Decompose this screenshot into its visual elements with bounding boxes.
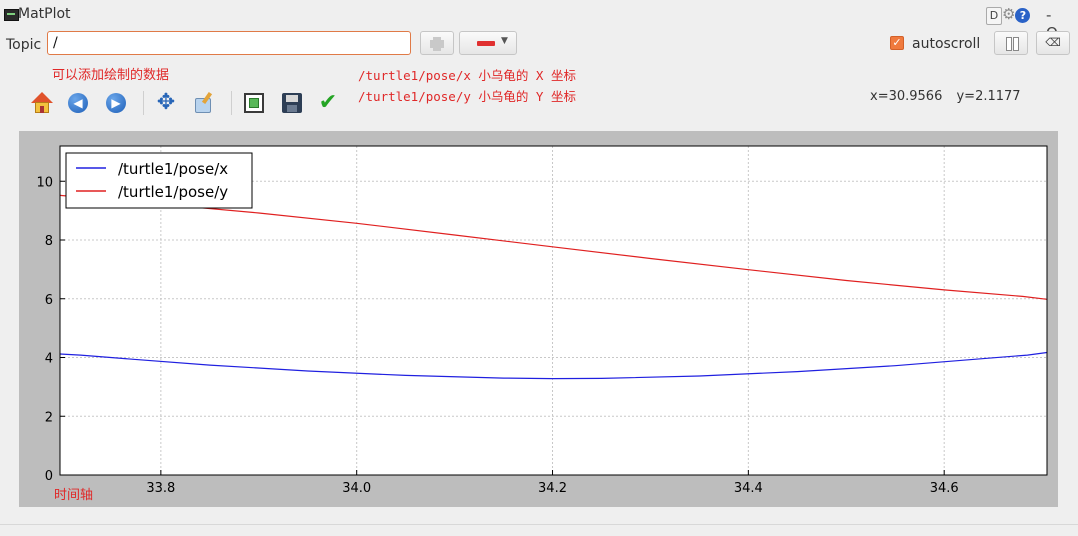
chevron-down-icon: ▼ [501, 36, 508, 46]
clear-button[interactable]: ⌫ [1036, 31, 1070, 55]
topic-label: Topic [6, 37, 42, 53]
x-tick-label: 34.2 [538, 481, 567, 496]
help-icon[interactable]: ? [1015, 8, 1031, 23]
title-bar: MatPlot D⚙? - O [0, 0, 1078, 42]
y-tick-label: 6 [45, 293, 53, 308]
status-divider [0, 524, 1078, 525]
d-icon[interactable]: D [986, 7, 1002, 25]
topic-input[interactable] [47, 31, 411, 55]
add-hint-annotation: 可以添加绘制的数据 [52, 68, 170, 83]
autoscroll-checkbox[interactable]: ✓ [890, 36, 904, 50]
x-tick-label: 34.4 [734, 481, 763, 496]
check-icon[interactable]: ✔ [318, 90, 338, 115]
gear-icon[interactable]: ⚙ [1002, 5, 1016, 23]
home-icon[interactable] [30, 91, 54, 115]
app-icon [4, 9, 19, 21]
autoscroll-label[interactable]: autoscroll [912, 36, 981, 52]
minus-icon [477, 41, 495, 46]
configure-icon[interactable] [242, 91, 266, 115]
time-axis-annotation: 时间轴 [54, 488, 94, 503]
y-tick-label: 8 [45, 234, 53, 249]
remove-topic-button[interactable]: ▼ [459, 31, 517, 55]
topic-y-annotation: /turtle1/pose/y 小乌龟的 Y 坐标 [358, 89, 576, 104]
add-topic-button[interactable] [420, 31, 454, 55]
x-tick-label: 34.0 [342, 481, 371, 496]
legend-box [65, 152, 253, 209]
x-tick-label: 34.6 [930, 481, 959, 496]
plot-area[interactable]: 33.8 34.0 34.2 34.4 34.6 0 2 4 6 8 10/turtle1/pose… [19, 131, 1058, 507]
y-tick-label: 10 [36, 175, 53, 190]
back-icon[interactable]: ◀ [66, 91, 90, 115]
x-tick-label: 33.8 [146, 481, 175, 496]
save-icon[interactable] [280, 91, 304, 115]
y-tick-label: 4 [45, 352, 53, 367]
legend-label: /turtle1/pose/y [118, 183, 228, 201]
cursor-coordinates: x=30.9566 y=2.1177 [870, 89, 1021, 104]
topic-x-annotation: /turtle1/pose/x 小乌龟的 X 坐标 [358, 68, 576, 83]
y-tick-label: 0 [45, 469, 53, 484]
pause-button[interactable] [994, 31, 1028, 55]
series-line [59, 351, 1048, 380]
legend-label: /turtle1/pose/x [118, 160, 228, 178]
toolbar-separator [231, 91, 232, 115]
pan-icon[interactable]: ✥ [156, 90, 176, 115]
plot-frame [59, 145, 1048, 476]
toolbar-separator [143, 91, 144, 115]
app-title: MatPlot [18, 6, 71, 22]
y-tick-label: 2 [45, 410, 53, 425]
chart-svg[interactable]: 33.8 34.0 34.2 34.4 34.6 0 2 4 6 8 10/turtle1/pose… [19, 131, 1058, 507]
forward-icon[interactable]: ▶ [104, 91, 128, 115]
zoom-icon[interactable] [192, 91, 216, 115]
header-icons: D ⚙? [986, 5, 1031, 25]
